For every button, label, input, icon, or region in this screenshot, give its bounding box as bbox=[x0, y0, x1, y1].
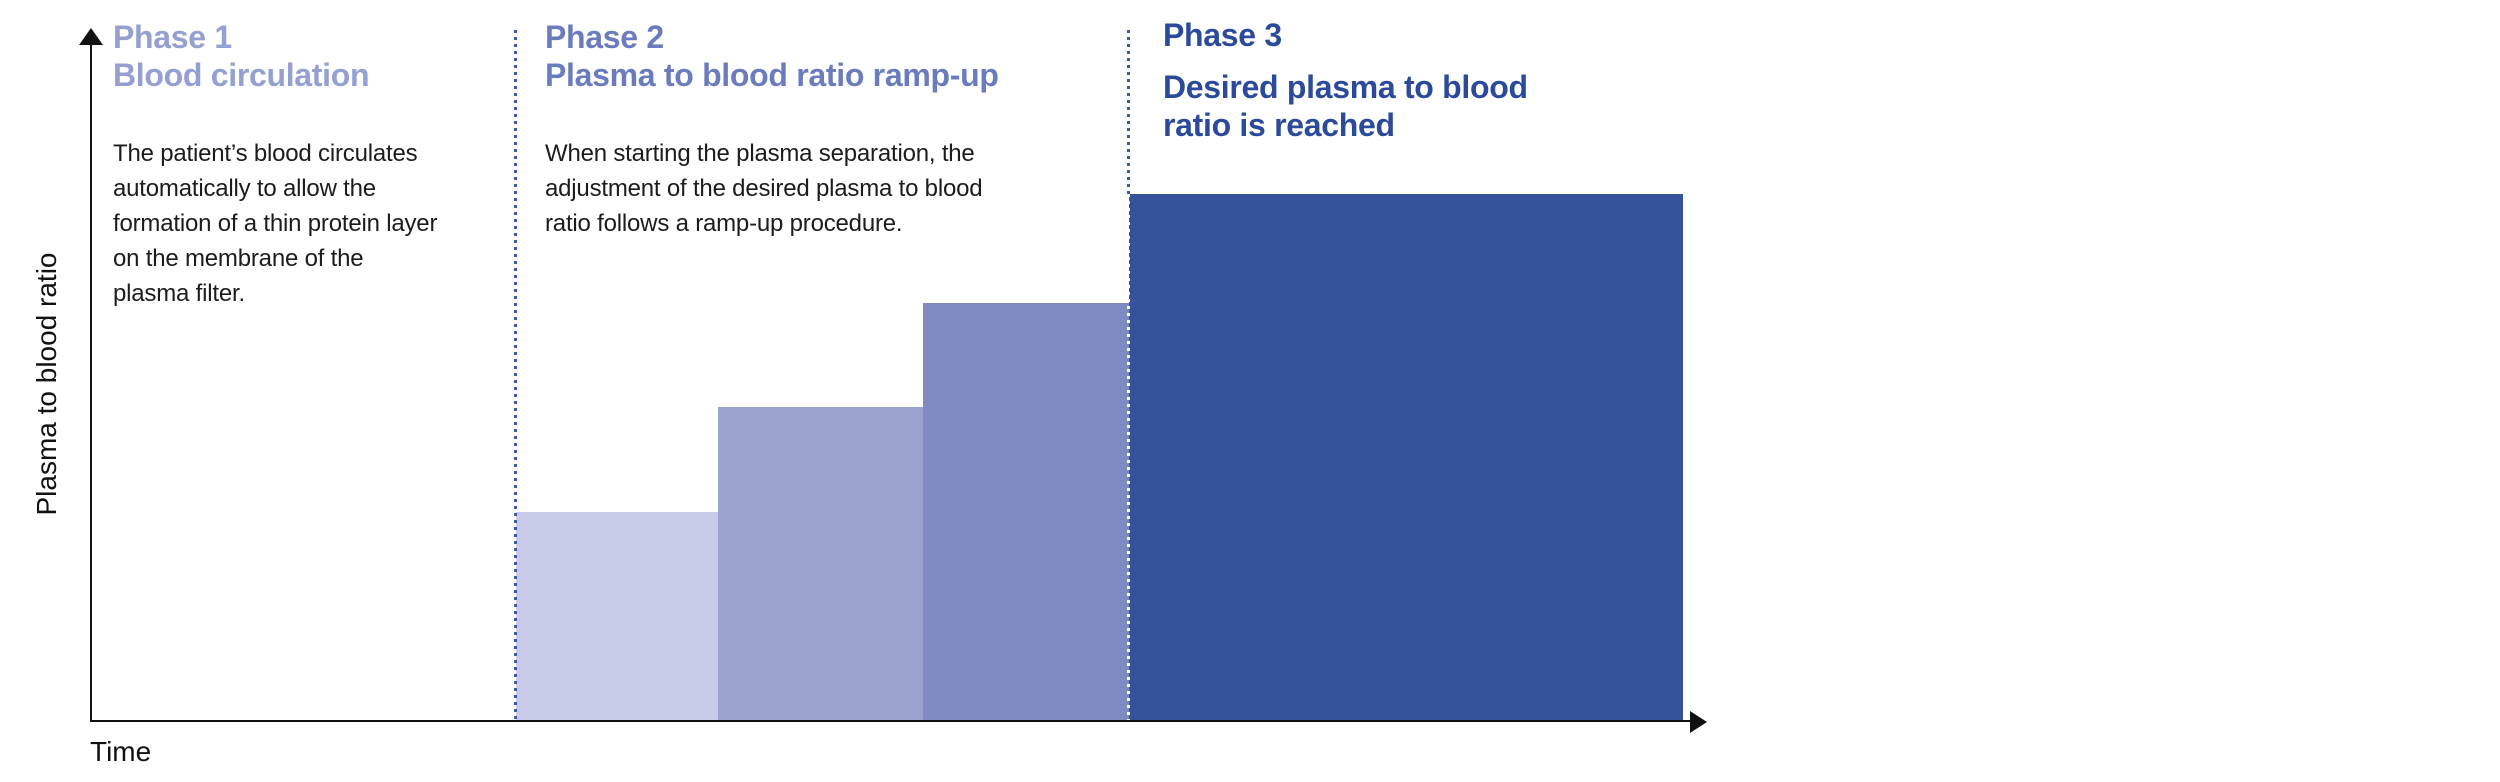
y-axis-line bbox=[90, 40, 92, 722]
phase-1-title: Phase 1 bbox=[113, 19, 232, 55]
phase-2-title: Phase 2 bbox=[545, 19, 664, 55]
bar-ramp-step-3 bbox=[923, 303, 1129, 722]
y-axis-arrow-icon bbox=[79, 28, 103, 45]
bar-desired-ratio bbox=[1129, 194, 1683, 722]
x-axis-arrow-icon bbox=[1690, 711, 1707, 733]
y-axis-label: Plasma to blood ratio bbox=[31, 252, 62, 516]
phase-1-block: Phase 1 Blood circulation The patient’s … bbox=[113, 18, 473, 311]
phase-1-description: The patient’s blood circulates automatica… bbox=[113, 140, 438, 307]
phase-3-title: Phase 3 bbox=[1163, 17, 1282, 53]
phase-divider-1 bbox=[514, 30, 517, 722]
phase-3-subtitle: Desired plasma to blood ratio is reached bbox=[1163, 69, 1528, 143]
phase-2-description: When starting the plasma separation, the… bbox=[545, 140, 983, 237]
phase-3-block: Phase 3 Desired plasma to blood ratio is … bbox=[1163, 16, 1613, 144]
x-axis-line bbox=[90, 720, 1690, 722]
phase-2-subtitle: Plasma to blood ratio ramp-up bbox=[545, 57, 999, 93]
phase-1-subtitle: Blood circulation bbox=[113, 57, 370, 93]
phase-2-block: Phase 2 Plasma to blood ratio ramp-up Wh… bbox=[545, 18, 1105, 241]
bar-ramp-step-1 bbox=[516, 512, 718, 722]
phase-divider-2 bbox=[1127, 30, 1130, 194]
bar-ramp-step-2 bbox=[718, 407, 923, 722]
phase-divider-2-overlay bbox=[1127, 194, 1130, 722]
x-axis-label: Time bbox=[90, 736, 152, 767]
